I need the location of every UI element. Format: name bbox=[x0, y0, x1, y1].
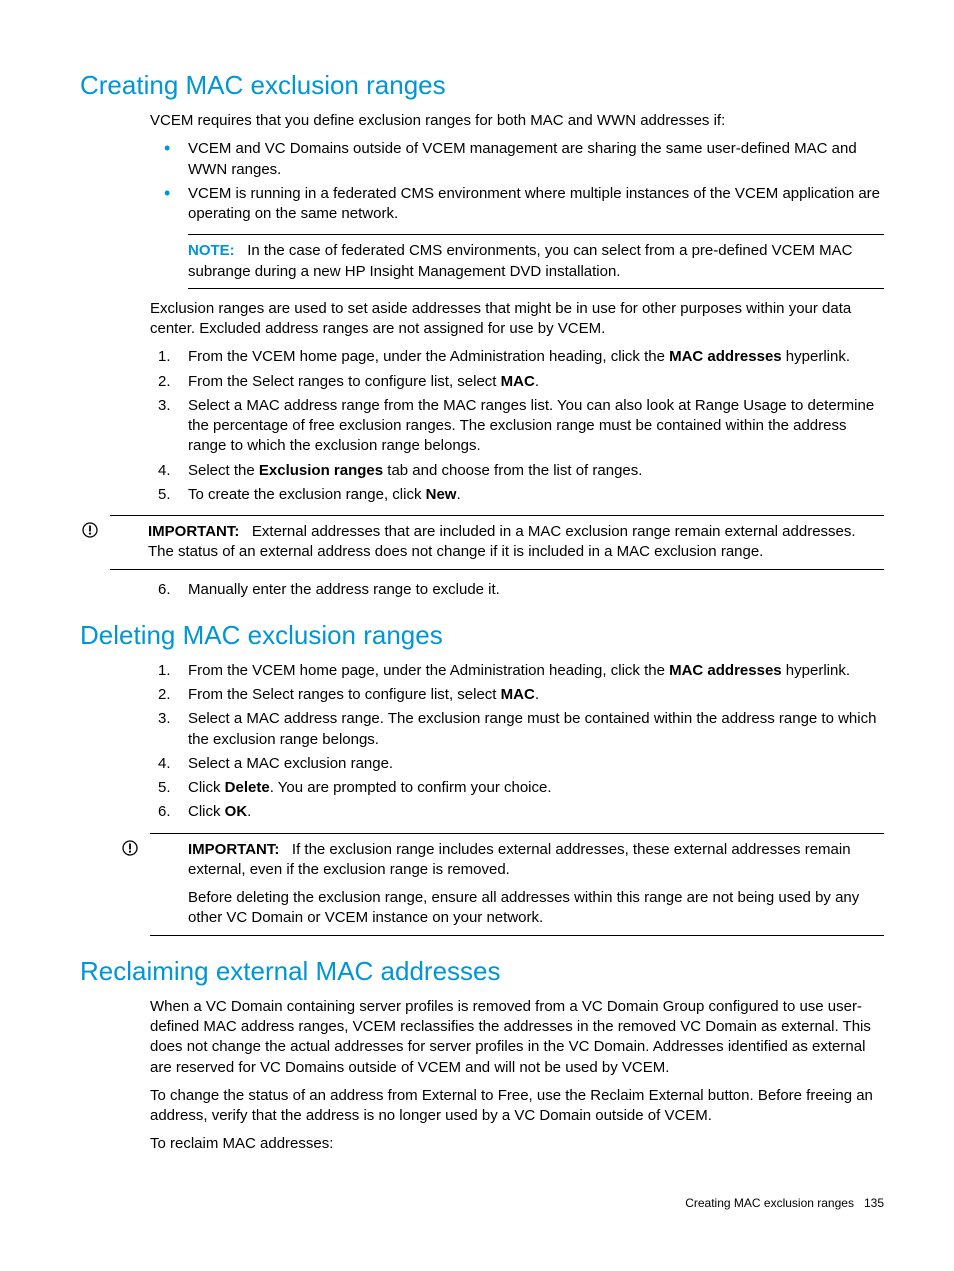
list-item: Click OK. bbox=[150, 802, 884, 822]
list-item: Manually enter the address range to excl… bbox=[150, 580, 884, 600]
para-text: To change the status of an address from … bbox=[150, 1086, 884, 1127]
list-item: Select the Exclusion ranges tab and choo… bbox=[150, 461, 884, 481]
step-text: From the Select ranges to configure list… bbox=[188, 373, 501, 390]
list-item: From the VCEM home page, under the Admin… bbox=[150, 347, 884, 367]
bold-term: MAC addresses bbox=[669, 348, 782, 365]
step-text: . bbox=[535, 686, 539, 703]
step-text: . You are prompted to confirm your choic… bbox=[270, 779, 552, 796]
step-text: Click bbox=[188, 803, 225, 820]
important-text-2: Before deleting the exclusion range, ens… bbox=[188, 888, 884, 929]
step-text: From the Select ranges to configure list… bbox=[188, 686, 501, 703]
important-label: IMPORTANT: bbox=[188, 841, 279, 858]
step-text: hyperlink. bbox=[782, 348, 850, 365]
important-icon bbox=[82, 522, 98, 538]
delete-steps: From the VCEM home page, under the Admin… bbox=[150, 661, 884, 823]
list-item: Select a MAC address range from the MAC … bbox=[150, 396, 884, 457]
bold-term: New bbox=[426, 486, 457, 503]
bold-term: MAC addresses bbox=[669, 662, 782, 679]
list-item: Select a MAC address range. The exclusio… bbox=[150, 709, 884, 750]
step-text: Select the bbox=[188, 462, 259, 479]
important-text: If the exclusion range includes external… bbox=[188, 841, 851, 878]
step-text: . bbox=[247, 803, 251, 820]
bold-term: Delete bbox=[225, 779, 270, 796]
step-text: . bbox=[456, 486, 460, 503]
heading-creating-mac: Creating MAC exclusion ranges bbox=[80, 68, 884, 103]
step-text: hyperlink. bbox=[782, 662, 850, 679]
heading-reclaiming-mac: Reclaiming external MAC addresses bbox=[80, 954, 884, 989]
important-box: IMPORTANT: External addresses that are i… bbox=[110, 515, 884, 570]
note-text: In the case of federated CMS environment… bbox=[188, 242, 852, 279]
list-item: From the VCEM home page, under the Admin… bbox=[150, 661, 884, 681]
list-item: To create the exclusion range, click New… bbox=[150, 485, 884, 505]
note-box: NOTE: In the case of federated CMS envir… bbox=[188, 234, 884, 289]
step-text: From the VCEM home page, under the Admin… bbox=[188, 348, 669, 365]
important-text: External addresses that are included in … bbox=[148, 523, 856, 560]
footer-page-number: 135 bbox=[864, 1196, 884, 1210]
bold-term: MAC bbox=[501, 686, 535, 703]
create-steps: From the VCEM home page, under the Admin… bbox=[150, 347, 884, 505]
list-item: Click Delete. You are prompted to confir… bbox=[150, 778, 884, 798]
step-text: tab and choose from the list of ranges. bbox=[383, 462, 642, 479]
note-label: NOTE: bbox=[188, 242, 235, 259]
intro-bullets: VCEM and VC Domains outside of VCEM mana… bbox=[150, 139, 884, 224]
step-text: Click bbox=[188, 779, 225, 796]
bold-term: Exclusion ranges bbox=[259, 462, 383, 479]
list-item: From the Select ranges to configure list… bbox=[150, 372, 884, 392]
step-text: From the VCEM home page, under the Admin… bbox=[188, 662, 669, 679]
intro-text: VCEM requires that you define exclusion … bbox=[150, 111, 884, 131]
list-item: Select a MAC exclusion range. bbox=[150, 754, 884, 774]
list-item: From the Select ranges to configure list… bbox=[150, 685, 884, 705]
bullet-item: VCEM is running in a federated CMS envir… bbox=[150, 184, 884, 225]
bold-term: MAC bbox=[501, 373, 535, 390]
important-box: IMPORTANT: If the exclusion range includ… bbox=[150, 833, 884, 936]
step-text: . bbox=[535, 373, 539, 390]
footer-title: Creating MAC exclusion ranges bbox=[685, 1196, 854, 1210]
para-text: To reclaim MAC addresses: bbox=[150, 1134, 884, 1154]
para-text: Exclusion ranges are used to set aside a… bbox=[150, 299, 884, 340]
important-icon bbox=[122, 840, 138, 856]
page-footer: Creating MAC exclusion ranges 135 bbox=[80, 1195, 884, 1211]
para-text: When a VC Domain containing server profi… bbox=[150, 997, 884, 1078]
step-text: To create the exclusion range, click bbox=[188, 486, 426, 503]
bullet-item: VCEM and VC Domains outside of VCEM mana… bbox=[150, 139, 884, 180]
important-label: IMPORTANT: bbox=[148, 523, 239, 540]
create-steps-cont: Manually enter the address range to excl… bbox=[150, 580, 884, 600]
heading-deleting-mac: Deleting MAC exclusion ranges bbox=[80, 618, 884, 653]
bold-term: OK bbox=[225, 803, 248, 820]
